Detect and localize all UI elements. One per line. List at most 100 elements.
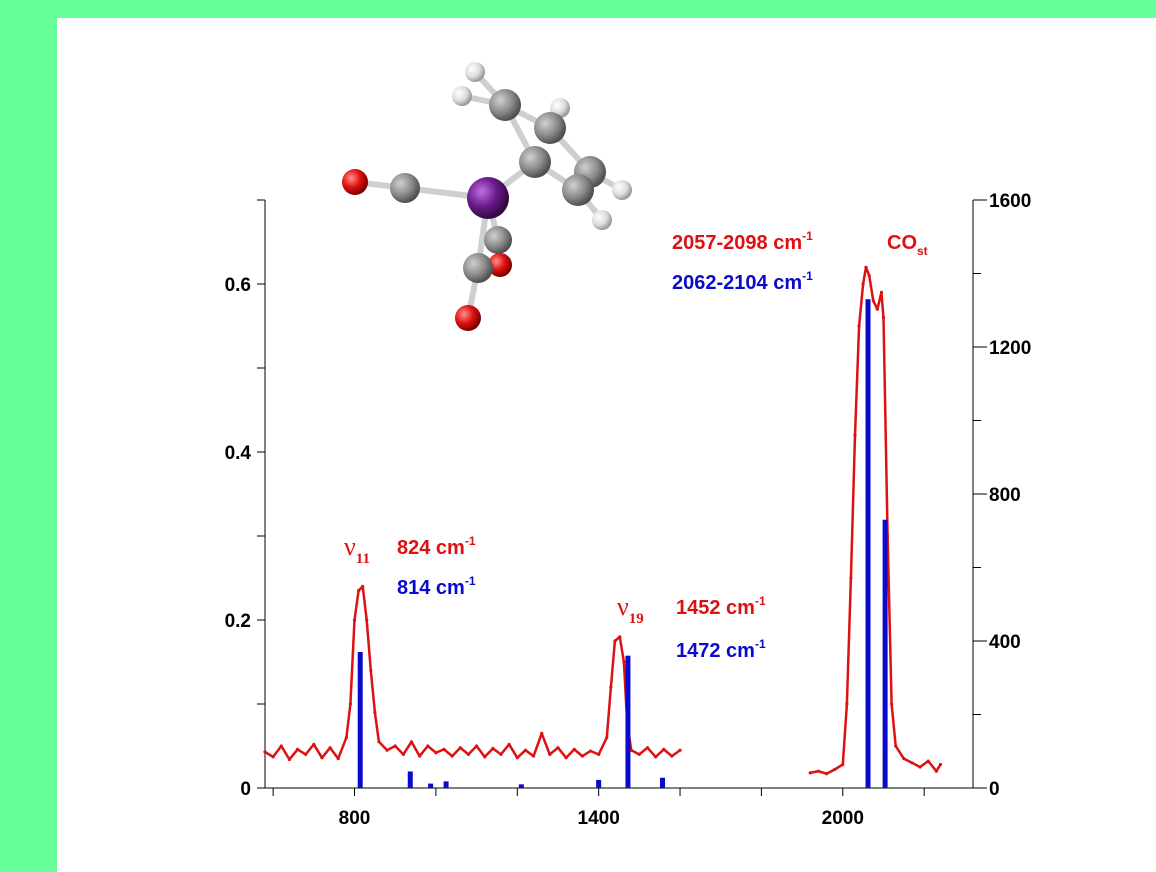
experimental-data-point — [401, 752, 405, 757]
nu19-exp-sup: -1 — [754, 594, 766, 608]
x-tick-label: 2000 — [822, 808, 864, 829]
nu11-exp-sup: -1 — [464, 534, 476, 548]
experimental-data-point — [894, 744, 898, 748]
experimental-data-point — [499, 752, 503, 757]
experimental-data-point — [849, 576, 853, 580]
experimental-data-point — [808, 771, 812, 775]
experimental-data-point — [540, 731, 544, 736]
calculated-stick — [357, 652, 363, 788]
experimental-data-point — [609, 685, 613, 689]
experimental-data-point — [312, 742, 316, 746]
axes-group: 0 0.2 0.4 0.6 0 400 800 1200 1600 800 1400 2000 — [225, 191, 1032, 829]
nu11-label: ν11 — [344, 532, 370, 567]
experimental-data-point — [369, 668, 373, 673]
co-stretch-label: COst — [887, 232, 928, 258]
experimental-data-point — [348, 702, 353, 706]
nu19-calc-sup: -1 — [754, 637, 766, 651]
nu11-symbol: ν — [344, 532, 356, 561]
nu11-calc-sup: -1 — [464, 574, 476, 588]
experimental-data-point — [879, 290, 884, 294]
experimental-data-point — [352, 618, 357, 622]
experimental-data-point — [523, 748, 528, 752]
experimental-data-point — [678, 748, 682, 752]
experimental-data-point — [816, 769, 820, 773]
experimental-data-point — [841, 762, 845, 767]
nu19-symbol: ν — [617, 592, 629, 621]
co-calc-sup: -1 — [802, 269, 813, 283]
nu11-calc-label: 814 cm-1 — [397, 574, 476, 600]
experimental-data-point — [588, 749, 593, 753]
left-y-tick-label: 0 — [240, 779, 251, 800]
experimental-data-point — [654, 755, 658, 759]
experimental-data-point — [356, 589, 361, 593]
experimental-data-point — [622, 660, 626, 664]
co-calc-label: 2062-2104 cm-1 — [672, 269, 813, 295]
experimental-data-point — [279, 744, 283, 748]
experimental-spectrum-line — [809, 265, 942, 775]
experimental-data-point — [572, 747, 576, 751]
experimental-data-point — [483, 755, 487, 759]
right-y-tick-label: 400 — [989, 632, 1021, 653]
experimental-data-point — [373, 710, 377, 715]
calculated-stick — [882, 519, 888, 788]
calculated-stick — [660, 777, 666, 788]
right-y-tick-label: 1600 — [989, 191, 1031, 212]
experimental-data-point — [662, 747, 666, 751]
co-calc-value: 2062-2104 cm — [672, 272, 803, 294]
experimental-data-point — [890, 702, 894, 706]
experimental-data-point — [450, 754, 454, 758]
experimental-data-point — [670, 754, 674, 758]
experimental-spectrum — [263, 265, 943, 776]
calculated-stick — [865, 299, 871, 788]
co-exp-sup: -1 — [802, 229, 813, 243]
experimental-data-point — [548, 752, 552, 757]
calculated-stick — [407, 771, 413, 788]
experimental-data-point — [881, 316, 886, 320]
calculated-stick — [428, 783, 434, 788]
x-tick-label: 800 — [339, 808, 371, 829]
experimental-data-point — [426, 744, 430, 748]
left-y-tick-label: 0.6 — [225, 275, 251, 296]
experimental-data-point — [365, 618, 369, 622]
experimental-data-point — [934, 769, 938, 773]
right-y-tick-label: 0 — [989, 779, 1000, 800]
experimental-data-point — [418, 754, 422, 758]
experimental-data-point — [263, 750, 267, 754]
nu19-label: ν19 — [617, 592, 644, 627]
left-y-tick-label: 0.4 — [225, 443, 252, 464]
co-label: CO — [887, 232, 917, 254]
experimental-data-point — [605, 736, 609, 740]
experimental-data-point — [287, 757, 292, 762]
experimental-data-point — [833, 767, 837, 772]
experimental-data-point — [515, 756, 519, 760]
co-exp-label: 2057-2098 cm-1 — [672, 229, 813, 255]
experimental-data-point — [320, 756, 324, 760]
experimental-data-point — [902, 757, 906, 761]
calculated-stick — [596, 779, 602, 788]
experimental-data-point — [377, 740, 381, 744]
experimental-data-point — [938, 762, 943, 767]
nu11-subscript: 11 — [355, 551, 370, 567]
calculated-stick — [625, 655, 631, 788]
experimental-data-point — [442, 747, 446, 751]
experimental-data-point — [845, 702, 849, 706]
nu11-calc-value: 814 cm — [397, 577, 465, 599]
experimental-data-point — [344, 736, 348, 740]
experimental-data-point — [328, 746, 332, 750]
experimental-data-point — [857, 324, 861, 328]
experimental-data-point — [580, 754, 584, 758]
experimental-data-point — [853, 433, 857, 437]
experimental-data-point — [613, 639, 617, 643]
experimental-data-point — [871, 299, 875, 303]
co-label-sub: st — [917, 244, 928, 258]
experimental-data-point — [474, 744, 479, 748]
experimental-data-point — [507, 742, 511, 746]
molecule-structure-image — [342, 62, 632, 331]
experimental-data-point — [875, 307, 879, 311]
nu19-exp-label: 1452 cm-1 — [676, 594, 766, 620]
experimental-data-point — [385, 748, 389, 752]
experimental-data-point — [637, 752, 641, 757]
experimental-data-point — [645, 746, 650, 750]
experimental-data-point — [434, 751, 438, 755]
